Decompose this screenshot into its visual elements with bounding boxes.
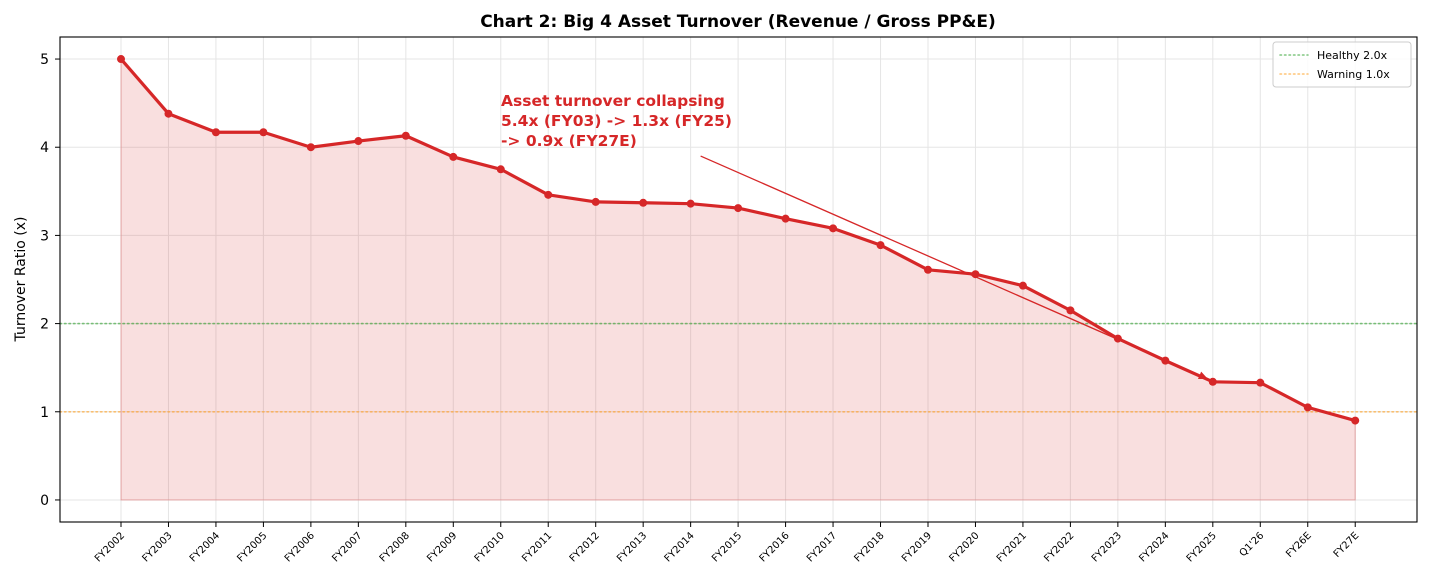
x-tick-label: FY2009 — [425, 530, 459, 564]
data-point-FY2016 — [781, 214, 790, 223]
data-point-FY2012 — [591, 197, 600, 206]
data-point-FY2009 — [449, 152, 458, 161]
annotation-arrow-line — [700, 155, 1209, 380]
x-tick-label: FY2020 — [947, 530, 981, 564]
data-point-FY2004 — [211, 128, 220, 137]
y-axis-label: Turnover Ratio (x) — [13, 217, 29, 343]
annotation-text: Asset turnover collapsing 5.4x (FY03) ->… — [501, 92, 737, 150]
y-tick-label: 4 — [40, 140, 49, 156]
data-point-FY2022 — [1066, 306, 1075, 315]
legend-box — [1272, 41, 1412, 88]
x-tick-label: FY2005 — [235, 530, 269, 564]
data-point-FY2007 — [354, 137, 363, 146]
legend: Healthy 2.0x Warning 1.0x — [1272, 41, 1412, 88]
x-tick-label: FY2013 — [615, 530, 649, 564]
annotation: Asset turnover collapsing 5.4x (FY03) ->… — [501, 92, 1209, 380]
x-tick-label: FY2004 — [188, 530, 222, 564]
chart-title: Chart 2: Big 4 Asset Turnover (Revenue /… — [480, 12, 996, 32]
y-tick-label: 1 — [40, 405, 49, 421]
x-tick-label: FY2022 — [1042, 530, 1076, 564]
y-tick-label: 2 — [40, 317, 49, 333]
reference-lines — [59, 322, 1418, 413]
x-tick-label: FY27E — [1332, 530, 1362, 560]
annotation-line-3: -> 0.9x (FY27E) — [501, 132, 637, 150]
annotation-arrow-head — [1197, 371, 1208, 379]
x-tick-label: FY2021 — [995, 530, 1029, 564]
x-tick-label: FY2018 — [852, 530, 886, 564]
data-point-FY2018 — [876, 241, 885, 250]
data-point-FY2003 — [164, 109, 173, 118]
x-tick-label: FY2016 — [758, 530, 792, 564]
x-tick-label: Q1'26 — [1238, 530, 1267, 559]
y-tick-label: 0 — [40, 493, 49, 509]
x-tick-label: FY2025 — [1185, 530, 1219, 564]
x-tick-label: FY2012 — [568, 530, 602, 564]
data-point-FY2014 — [686, 199, 695, 208]
x-tick-label: FY2024 — [1137, 530, 1171, 564]
annotation-line-2: 5.4x (FY03) -> 1.3x (FY25) — [501, 112, 732, 130]
x-tick-label: FY2014 — [663, 530, 697, 564]
y-tick-label: 5 — [40, 52, 49, 68]
data-point-FY2019 — [923, 265, 932, 274]
data-point-Q1'26 — [1256, 378, 1265, 387]
x-tick-label: FY2002 — [93, 530, 127, 564]
x-tick-label: FY2003 — [140, 530, 174, 564]
data-point-FY2006 — [306, 143, 315, 152]
data-point-FY2021 — [1018, 281, 1027, 290]
x-tick-label: FY26E — [1284, 530, 1314, 560]
data-point-FY2002 — [117, 55, 125, 64]
x-tick-label: FY2008 — [378, 530, 412, 564]
data-point-FY2008 — [401, 131, 410, 140]
data-point-FY2013 — [639, 198, 648, 207]
x-tick-label: FY2017 — [805, 530, 839, 564]
x-tick-label: FY2011 — [520, 530, 554, 564]
data-point-FY2005 — [259, 128, 268, 137]
legend-label-healthy: Healthy 2.0x — [1317, 49, 1388, 62]
x-tick-label: FY2006 — [283, 530, 317, 564]
legend-label-warning: Warning 1.0x — [1317, 68, 1390, 81]
x-tick-label: FY2023 — [1090, 530, 1124, 564]
data-point-FY2017 — [829, 224, 838, 233]
data-point-FY27E — [1351, 416, 1360, 425]
data-point-FY26E — [1303, 403, 1312, 412]
x-tick-label: FY2019 — [900, 530, 934, 564]
data-point-FY2015 — [734, 204, 743, 213]
data-point-FY2011 — [544, 190, 553, 199]
y-tick-label: 3 — [40, 228, 49, 244]
data-point-FY2010 — [496, 165, 505, 174]
x-tick-label: FY2007 — [330, 530, 364, 564]
x-tick-label: FY2010 — [473, 530, 507, 564]
annotation-line-1: Asset turnover collapsing — [501, 92, 725, 110]
x-tick-label: FY2015 — [710, 530, 744, 564]
data-point-FY2025 — [1208, 377, 1217, 386]
